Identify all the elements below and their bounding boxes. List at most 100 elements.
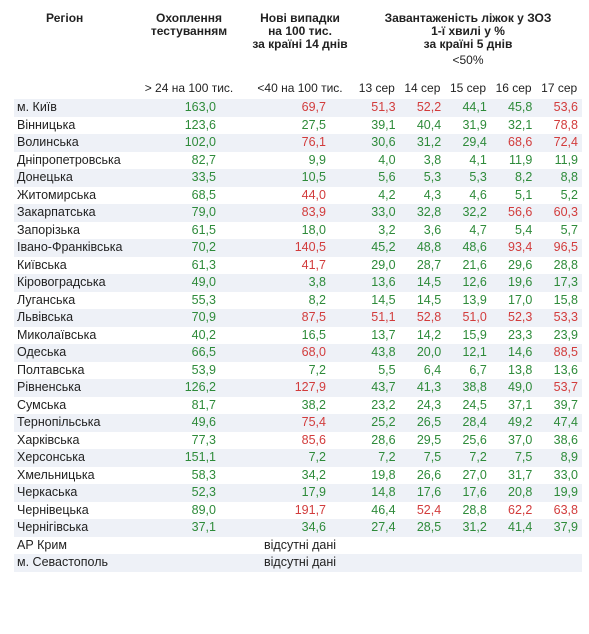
table-row: м. Севастополь відсутні дані — [14, 554, 582, 572]
bed-load-value: 41,3 — [399, 379, 446, 397]
bed-load-value: 13,6 — [553, 362, 578, 377]
header-cases: Нові випадки на 100 тис. за країні 14 дн… — [246, 8, 354, 51]
region-name: Вінницька — [17, 117, 76, 132]
cases-value: 34,6 — [246, 519, 354, 537]
cases-value: 76,1 — [246, 134, 354, 152]
header-cases-line-3: за країні 14 днів — [252, 37, 348, 51]
header-beds-line-2: 1-ї хвилі у % — [431, 24, 505, 38]
region-name: Миколаївська — [17, 327, 97, 342]
table-row: Рівненська 126,2 127,9 43,7 41,3 38,8 49,0 53,7 — [14, 379, 582, 397]
bed-load-value: 46,4 — [371, 502, 396, 517]
bed-load-value: 5,3 — [445, 169, 491, 187]
bed-load-value: 5,4 — [514, 222, 533, 237]
bed-load-value: 17,6 — [399, 484, 446, 502]
bed-load-value: 28,4 — [445, 414, 491, 432]
header-beds-threshold: <50% — [452, 53, 484, 67]
bed-load-value: 6,4 — [423, 362, 442, 377]
cases-value: 8,2 — [308, 292, 326, 307]
bed-load-value: 37,0 — [508, 432, 533, 447]
bed-load-value: 5,2 — [560, 187, 578, 202]
bed-load-value: 38,8 — [445, 379, 491, 397]
bed-load-value: 39,7 — [553, 397, 578, 412]
bed-load-value: 52,3 — [490, 309, 537, 327]
bed-load-value: 31,2 — [445, 519, 491, 537]
table-row: Львівська 70,9 87,5 51,1 52,8 51,0 52,3 53,3 — [14, 309, 582, 327]
cases-value: 34,2 — [301, 467, 326, 482]
bed-load-value: 23,2 — [371, 397, 396, 412]
bed-load-value: 53,3 — [536, 309, 582, 327]
region-name: Дніпропетровська — [17, 152, 121, 167]
table-row: Харківська 77,3 85,6 28,6 29,5 25,6 37,0 38,6 — [14, 432, 582, 450]
bed-load-value: 52,8 — [399, 309, 446, 327]
bed-load-value: 13,7 — [371, 327, 396, 342]
cases-value: 68,0 — [246, 344, 354, 362]
header-region: Регіон — [46, 11, 84, 25]
testing-value: 82,7 — [191, 152, 216, 167]
header-cases-threshold: <40 на 100 тис. — [257, 81, 343, 95]
bed-load-value: 68,6 — [490, 134, 537, 152]
bed-load-value: 48,6 — [445, 239, 491, 257]
testing-value: 68,5 — [191, 187, 216, 202]
bed-load-value: 43,7 — [354, 379, 400, 397]
testing-value: 49,0 — [132, 274, 246, 292]
bed-load-value: 29,6 — [508, 257, 533, 272]
table-row: м. Київ 163,0 69,7 51,3 52,2 44,1 45,8 53,6 — [14, 99, 582, 117]
table-row: АР Крим відсутні дані — [14, 537, 582, 555]
bed-load-value: 12,6 — [445, 274, 491, 292]
region-name: Сумська — [17, 397, 67, 412]
bed-load-value: 53,7 — [536, 379, 582, 397]
bed-load-value: 30,6 — [354, 134, 400, 152]
cases-value: 7,2 — [246, 449, 354, 467]
region-name: Полтавська — [17, 362, 85, 377]
bed-load-value: 14,2 — [416, 327, 442, 342]
testing-value: 81,7 — [191, 397, 216, 412]
cases-value: 75,4 — [246, 414, 354, 432]
table-row: Херсонська 151,1 7,2 7,2 7,5 7,2 7,5 8,9 — [14, 449, 582, 467]
testing-value: 61,3 — [191, 257, 216, 272]
bed-load-value: 24,3 — [416, 397, 442, 412]
table-row: Хмельницька 58,3 34,2 19,8 26,6 27,0 31,7 33,0 — [14, 467, 582, 485]
cases-value: 41,7 — [301, 257, 326, 272]
bed-load-value: 8,2 — [490, 169, 537, 187]
testing-value: 61,5 — [191, 222, 216, 237]
bed-load-value: 12,1 — [445, 344, 491, 362]
bed-load-value: 11,9 — [508, 152, 533, 167]
bed-load-value: 52,4 — [416, 502, 442, 517]
bed-load-value: 14,8 — [354, 484, 400, 502]
region-name: Волинська — [14, 134, 132, 152]
region-name: Закарпатська — [14, 204, 132, 222]
bed-load-value: 51,3 — [354, 99, 400, 117]
bed-load-value: 5,1 — [514, 187, 533, 202]
bed-load-value: 3,8 — [423, 152, 442, 167]
bed-load-value: 5,3 — [399, 169, 446, 187]
region-name: Херсонська — [14, 449, 132, 467]
bed-load-value: 29,4 — [445, 134, 491, 152]
bed-load-value: 7,5 — [490, 449, 537, 467]
bed-load-value: 17,0 — [508, 292, 533, 307]
cases-value: 16,5 — [301, 327, 326, 342]
testing-value: 33,5 — [132, 169, 246, 187]
header-date-3: 15 сер — [449, 81, 486, 95]
region-name: Луганська — [17, 292, 76, 307]
bed-load-value: 31,9 — [462, 117, 487, 132]
header-testing-line-1: Охоплення — [156, 11, 222, 25]
cases-value: 83,9 — [246, 204, 354, 222]
bed-load-value: 17,6 — [445, 484, 491, 502]
bed-load-value: 39,1 — [371, 117, 396, 132]
table-row: Сумська 81,7 38,2 23,2 24,3 24,5 37,1 39,7 — [14, 397, 582, 415]
table-row: Чернігівська 37,1 34,6 27,4 28,5 31,2 41,4 37,9 — [14, 519, 582, 537]
bed-load-value: 20,0 — [399, 344, 446, 362]
bed-load-value: 37,9 — [536, 519, 582, 537]
table-row: Волинська 102,0 76,1 30,6 31,2 29,4 68,6 72,4 — [14, 134, 582, 152]
bed-load-value: 28,7 — [416, 257, 442, 272]
bed-load-value: 28,5 — [399, 519, 446, 537]
bed-load-value: 60,3 — [536, 204, 582, 222]
bed-load-value: 6,7 — [469, 362, 487, 377]
bed-load-value: 5,7 — [560, 222, 578, 237]
table-row: Одеська 66,5 68,0 43,8 20,0 12,1 14,6 88,5 — [14, 344, 582, 362]
testing-value: 151,1 — [132, 449, 246, 467]
bed-load-value: 19,8 — [371, 467, 396, 482]
table-row: Житомирська 68,5 44,0 4,2 4,3 4,6 5,1 5,2 — [14, 187, 582, 205]
bed-load-value: 25,2 — [354, 414, 400, 432]
